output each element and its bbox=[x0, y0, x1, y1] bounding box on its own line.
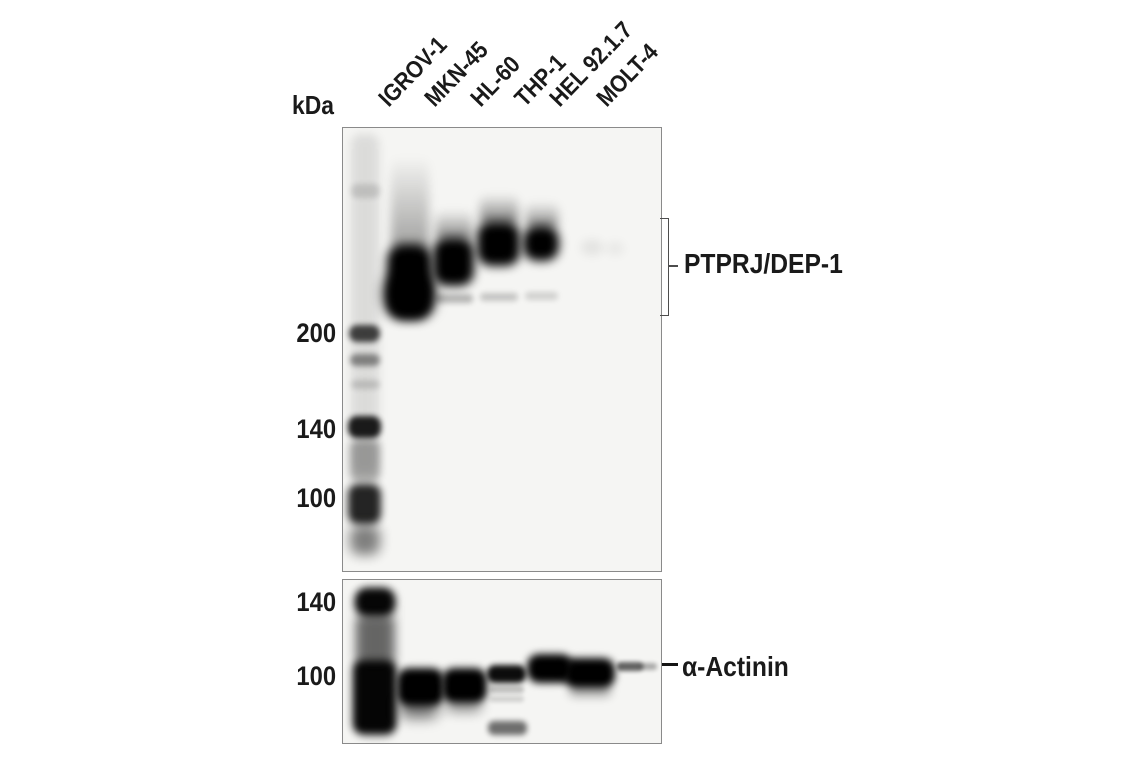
top-blot-panel bbox=[342, 127, 662, 572]
mw-marker-140-text: 140 bbox=[296, 414, 336, 444]
mw-marker-140-bottom: 140 bbox=[270, 589, 336, 616]
blot-band bbox=[569, 685, 611, 696]
blot-band bbox=[446, 698, 482, 712]
mw-marker-100-text: 100 bbox=[296, 483, 336, 513]
kda-unit-text: kDa bbox=[292, 90, 334, 120]
blot-band bbox=[350, 354, 380, 366]
blot-band bbox=[487, 665, 526, 683]
target-label-actinin-text: α-Actinin bbox=[682, 651, 789, 682]
blot-band bbox=[617, 662, 643, 671]
blot-band bbox=[523, 226, 559, 261]
blot-band bbox=[488, 721, 527, 735]
blot-band bbox=[435, 294, 473, 303]
blot-band bbox=[356, 616, 394, 666]
blot-band bbox=[348, 484, 381, 524]
band-region-bracket-tick bbox=[668, 265, 678, 267]
band-region-bracket bbox=[660, 218, 669, 316]
blot-band bbox=[399, 698, 439, 718]
blot-band bbox=[350, 525, 380, 555]
blot-band bbox=[480, 194, 518, 226]
blot-band bbox=[351, 380, 380, 389]
blot-band bbox=[442, 668, 487, 703]
mw-marker-100: 100 bbox=[270, 485, 336, 512]
blot-band bbox=[480, 293, 518, 301]
kda-unit-label: kDa bbox=[292, 90, 340, 121]
blot-band bbox=[477, 222, 520, 266]
blot-band bbox=[350, 440, 380, 482]
mw-marker-140-bottom-text: 140 bbox=[296, 587, 336, 617]
target-label-ptprj-text: PTPRJ/DEP-1 bbox=[684, 248, 843, 279]
blot-band bbox=[564, 658, 615, 688]
blot-band bbox=[640, 663, 657, 670]
blot-band bbox=[581, 240, 603, 255]
blot-band bbox=[526, 202, 558, 230]
mw-marker-100-bottom: 100 bbox=[270, 663, 336, 690]
mw-marker-100-bottom-text: 100 bbox=[296, 661, 336, 691]
blot-band bbox=[348, 416, 381, 438]
mw-marker-200: 200 bbox=[270, 320, 336, 347]
target-label-ptprj: PTPRJ/DEP-1 bbox=[684, 248, 865, 280]
blot-band bbox=[385, 273, 434, 315]
blot-band bbox=[606, 242, 624, 255]
blot-band bbox=[433, 238, 474, 286]
mw-marker-200-text: 200 bbox=[296, 318, 336, 348]
blot-band bbox=[525, 292, 558, 300]
blot-band bbox=[436, 210, 472, 242]
mw-marker-140: 140 bbox=[270, 416, 336, 443]
blot-band bbox=[355, 588, 395, 616]
blot-band bbox=[349, 325, 380, 342]
target-label-actinin: α-Actinin bbox=[682, 651, 803, 683]
blot-band bbox=[353, 660, 396, 734]
bottom-blot-panel bbox=[342, 579, 662, 744]
actinin-band-dash bbox=[662, 663, 678, 666]
blot-band bbox=[490, 696, 524, 702]
blot-band bbox=[490, 686, 524, 693]
blot-band bbox=[351, 184, 380, 198]
blot-band bbox=[391, 156, 429, 251]
